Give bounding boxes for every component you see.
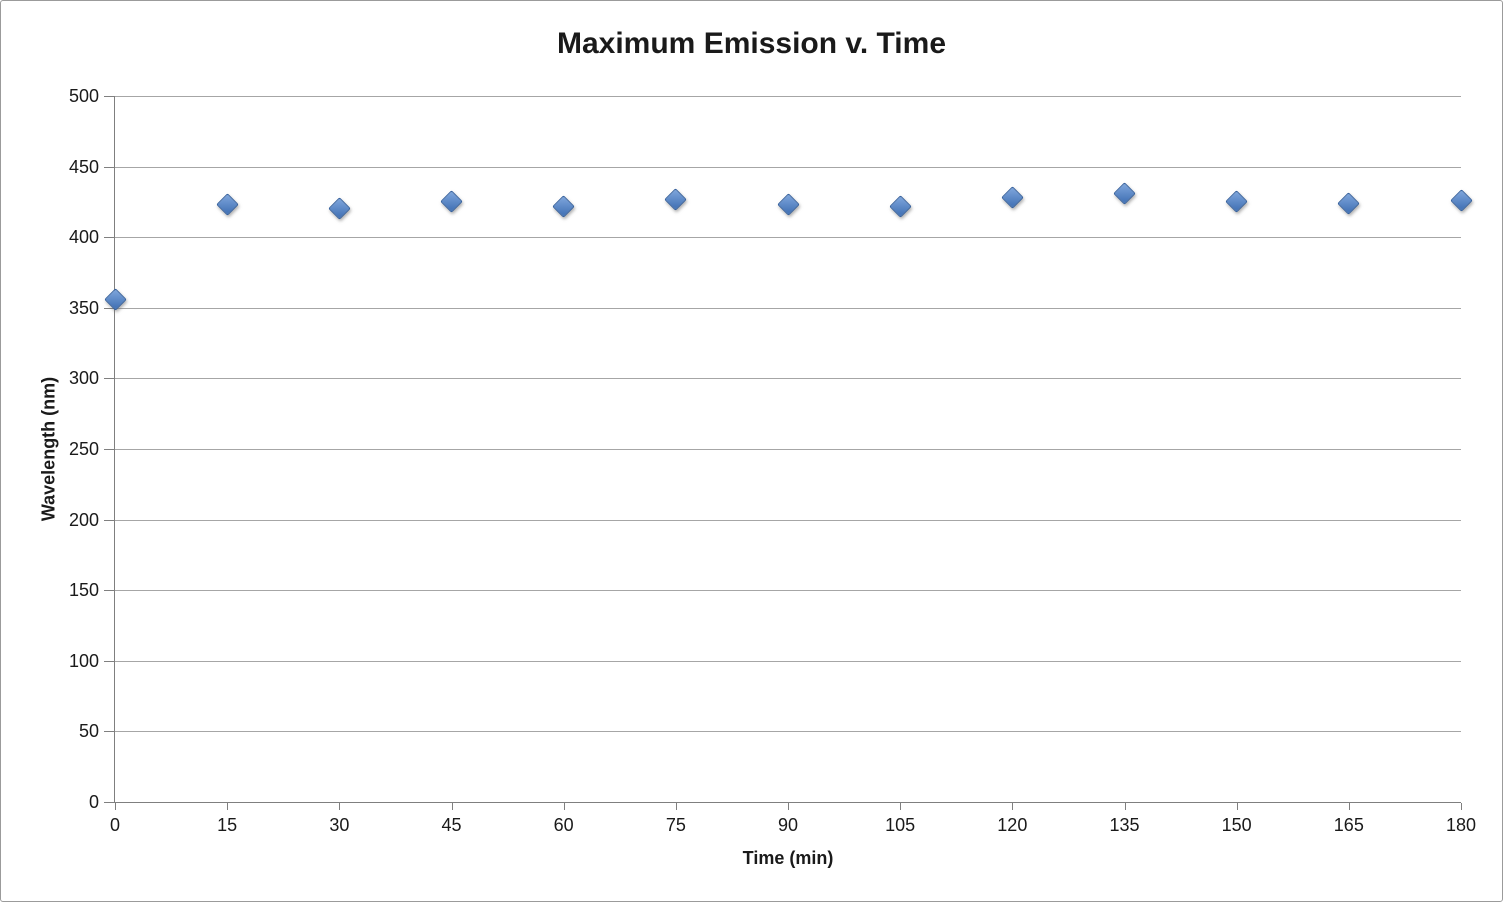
y-tick-label: 350 (68, 297, 99, 318)
x-axis-title: Time (min) (742, 848, 834, 868)
data-point (1225, 190, 1248, 214)
x-tick (788, 803, 789, 810)
x-tick-label: 15 (217, 815, 238, 835)
x-tick-label: 120 (997, 815, 1028, 835)
data-point (664, 187, 688, 211)
x-tick (1012, 803, 1014, 810)
x-tick (1124, 803, 1126, 810)
data-point (1113, 182, 1136, 205)
data-point (215, 193, 239, 217)
y-tick-label: 400 (68, 227, 99, 248)
diamond-marker-icon (440, 190, 463, 214)
x-tick (900, 803, 902, 810)
data-point (776, 193, 800, 217)
x-tick (115, 803, 116, 810)
gridline (115, 590, 1461, 592)
diamond-marker-icon (888, 194, 912, 218)
data-point (328, 197, 351, 221)
y-tick-label: 200 (68, 509, 99, 530)
diamond-marker-icon (664, 187, 688, 211)
x-tick-label: 90 (777, 815, 799, 835)
y-tick (104, 378, 114, 380)
gridline (115, 378, 1461, 380)
data-point (1337, 191, 1361, 215)
x-tick-label: 30 (329, 815, 350, 835)
y-tick (104, 96, 114, 97)
data-point (552, 194, 575, 218)
x-tick (227, 803, 229, 810)
diamond-marker-icon (328, 197, 351, 221)
diamond-marker-icon (1113, 182, 1136, 205)
diamond-marker-icon (1225, 190, 1248, 214)
x-tick-label: 0 (109, 815, 120, 835)
y-axis-line (114, 96, 115, 802)
diamond-marker-icon (776, 193, 800, 217)
x-tick-label: 45 (441, 815, 462, 835)
x-tick (563, 803, 565, 810)
data-point (440, 190, 463, 214)
y-tick (104, 802, 114, 803)
y-tick (104, 590, 114, 592)
diamond-marker-icon (1001, 186, 1024, 209)
chart-title: Maximum Emission v. Time (556, 27, 947, 60)
diamond-marker-icon (215, 193, 239, 217)
y-tick (104, 237, 114, 239)
x-tick-label: 150 (1221, 815, 1252, 835)
x-tick-label: 60 (553, 815, 574, 835)
x-tick-label: 165 (1333, 815, 1364, 835)
data-point (1001, 186, 1024, 209)
y-tick (104, 166, 114, 168)
x-tick (1461, 803, 1462, 810)
y-tick-label: 100 (68, 650, 99, 671)
x-tick (339, 803, 341, 810)
x-tick-label: 75 (665, 815, 686, 835)
gridline (115, 166, 1461, 168)
gridline (115, 519, 1461, 521)
y-tick-label: 500 (68, 86, 99, 106)
x-tick (675, 803, 677, 810)
y-tick (104, 449, 114, 450)
y-tick-label: 50 (78, 721, 99, 742)
data-point (888, 194, 912, 218)
gridline (115, 731, 1461, 733)
x-axis-line (114, 802, 1461, 803)
x-tick-label: 105 (885, 815, 916, 835)
gridline (115, 96, 1461, 97)
data-point (1449, 189, 1473, 212)
y-tick-label: 250 (68, 439, 99, 459)
diamond-marker-icon (103, 287, 127, 311)
y-tick-label: 300 (68, 368, 99, 389)
plot-area (103, 96, 1473, 810)
diamond-marker-icon (1337, 191, 1361, 215)
y-tick-label: 450 (68, 156, 99, 177)
y-tick (104, 519, 114, 521)
x-tick-label: 135 (1109, 815, 1140, 835)
diamond-marker-icon (1449, 189, 1473, 212)
gridline (115, 307, 1461, 309)
x-tick-label: 180 (1445, 815, 1477, 835)
y-tick (104, 731, 114, 733)
x-tick (1348, 803, 1350, 810)
gridline (115, 237, 1461, 239)
y-tick (104, 660, 114, 662)
x-tick (1236, 803, 1238, 810)
gridline (115, 449, 1461, 450)
diamond-marker-icon (552, 194, 575, 218)
data-point (103, 287, 127, 311)
y-tick (104, 307, 114, 309)
y-tick-label: 150 (68, 580, 99, 601)
gridline (115, 660, 1461, 662)
y-tick-label: 0 (88, 792, 99, 812)
x-tick (451, 803, 453, 810)
